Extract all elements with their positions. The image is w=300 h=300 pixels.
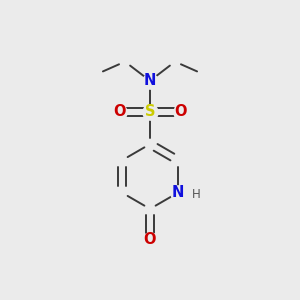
Text: O: O — [113, 104, 125, 119]
Text: O: O — [175, 104, 187, 119]
Text: S: S — [145, 104, 155, 119]
Text: N: N — [172, 185, 184, 200]
Text: N: N — [144, 73, 156, 88]
Text: O: O — [144, 232, 156, 247]
Text: H: H — [192, 188, 201, 201]
